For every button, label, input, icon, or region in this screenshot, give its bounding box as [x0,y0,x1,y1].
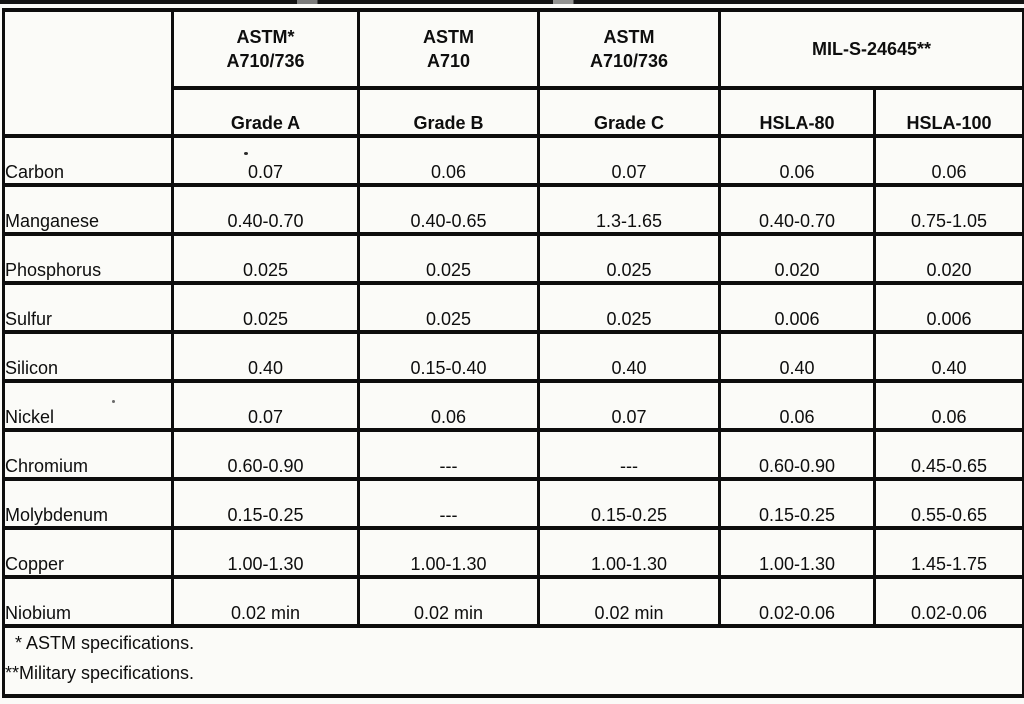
value-cell: 0.40 [171,330,360,383]
value-cell: 0.025 [357,281,540,334]
value-cell: 0.025 [171,232,360,285]
header-mil-s-24645: MIL-S-24645** [718,8,1024,90]
element-name: Niobium [2,575,174,628]
value-cell: 0.06 [357,379,540,432]
table-row-nickel: Nickel 0.07 0.06 0.07 0.06 0.06 [2,379,1024,432]
value-cell: 0.06 [873,134,1024,187]
value-cell: 0.006 [718,281,876,334]
value-cell: 0.60-0.90 [171,428,360,481]
value-cell: 1.00-1.30 [718,526,876,579]
value-cell: 0.06 [873,379,1024,432]
header-row-specs: ASTM* A710/736 ASTM A710 ASTM A710/736 M… [2,8,1024,138]
header-grade-a: Grade A [171,86,360,138]
value-cell: 0.020 [873,232,1024,285]
element-name: Copper [2,526,174,579]
table-row-niobium: Niobium 0.02 min 0.02 min 0.02 min 0.02-… [2,575,1024,628]
table-row-manganese: Manganese 0.40-0.70 0.40-0.65 1.3-1.65 0… [2,183,1024,236]
value-cell: 0.15-0.25 [537,477,721,530]
value-cell: 0.02 min [537,575,721,628]
value-cell: 0.02 min [171,575,360,628]
element-name: Sulfur [2,281,174,334]
value-cell: 0.55-0.65 [873,477,1024,530]
value-cell: 0.40-0.70 [171,183,360,236]
value-cell: 0.15-0.25 [718,477,876,530]
value-cell: --- [537,428,721,481]
value-cell: --- [357,428,540,481]
element-name: Phosphorus [2,232,174,285]
value-cell: 1.45-1.75 [873,526,1024,579]
value-cell: 1.00-1.30 [171,526,360,579]
value-cell: 0.40 [537,330,721,383]
table-row-molybdenum: Molybdenum 0.15-0.25 --- 0.15-0.25 0.15-… [2,477,1024,530]
value-cell: 0.07 [537,134,721,187]
value-cell: 0.15-0.25 [171,477,360,530]
corner-cell [2,8,174,138]
header-grade-c: Grade C [537,86,721,138]
value-cell: 0.07 [537,379,721,432]
footnote-military: **Military specifications. [5,663,195,683]
element-name: Manganese [2,183,174,236]
value-cell: 1.3-1.65 [537,183,721,236]
value-cell: 0.02-0.06 [873,575,1024,628]
value-cell: 0.45-0.65 [873,428,1024,481]
value-cell: 0.02 min [357,575,540,628]
footnotes-cell: * ASTM specifications. **Military specif… [2,624,1024,698]
value-cell: 0.40-0.65 [357,183,540,236]
header-grade-b: Grade B [357,86,540,138]
element-name: Molybdenum [2,477,174,530]
value-cell: 1.00-1.30 [537,526,721,579]
table-row-sulfur: Sulfur 0.025 0.025 0.025 0.006 0.006 [2,281,1024,334]
value-cell: 1.00-1.30 [357,526,540,579]
table-row-carbon: Carbon 0.07 0.06 0.07 0.06 0.06 [2,134,1024,187]
table-row-chromium: Chromium 0.60-0.90 --- --- 0.60-0.90 0.4… [2,428,1024,481]
table-row-phosphorus: Phosphorus 0.025 0.025 0.025 0.020 0.020 [2,232,1024,285]
scan-artifact-dot [112,400,115,403]
value-cell: 0.40 [718,330,876,383]
scan-artifact-dot [244,152,248,155]
header-astm-a710: ASTM A710 [357,8,540,90]
scan-streak-top [0,0,1024,4]
value-cell: 0.025 [537,232,721,285]
footnote-astm: * ASTM specifications. [15,633,195,653]
header-hsla-100: HSLA-100 [873,86,1024,138]
value-cell: 0.75-1.05 [873,183,1024,236]
value-cell: 0.15-0.40 [357,330,540,383]
value-cell: 0.006 [873,281,1024,334]
value-cell: 0.025 [357,232,540,285]
value-cell: 0.020 [718,232,876,285]
steel-composition-table: ASTM* A710/736 ASTM A710 ASTM A710/736 M… [2,8,1024,698]
element-name: Chromium [2,428,174,481]
value-cell: 0.07 [171,134,360,187]
table-row-copper: Copper 1.00-1.30 1.00-1.30 1.00-1.30 1.0… [2,526,1024,579]
value-cell: 0.06 [718,134,876,187]
header-astm-a710-736-grade-a: ASTM* A710/736 [171,8,360,90]
value-cell: --- [357,477,540,530]
header-astm-a710-736-grade-c: ASTM A710/736 [537,8,721,90]
value-cell: 0.40 [873,330,1024,383]
element-name: Silicon [2,330,174,383]
element-name: Nickel [2,379,174,432]
table-row-silicon: Silicon 0.40 0.15-0.40 0.40 0.40 0.40 [2,330,1024,383]
element-name: Carbon [2,134,174,187]
value-cell: 0.07 [171,379,360,432]
value-cell: 0.06 [718,379,876,432]
header-hsla-80: HSLA-80 [718,86,876,138]
header-row-grades: Grade A Grade B Grade C HSLA-80 HSLA-100 [4,86,1024,138]
value-cell: 0.025 [171,281,360,334]
value-cell: 0.60-0.90 [718,428,876,481]
footnotes-row: * ASTM specifications. **Military specif… [2,624,1024,698]
value-cell: 0.02-0.06 [718,575,876,628]
value-cell: 0.40-0.70 [718,183,876,236]
value-cell: 0.06 [357,134,540,187]
value-cell: 0.025 [537,281,721,334]
